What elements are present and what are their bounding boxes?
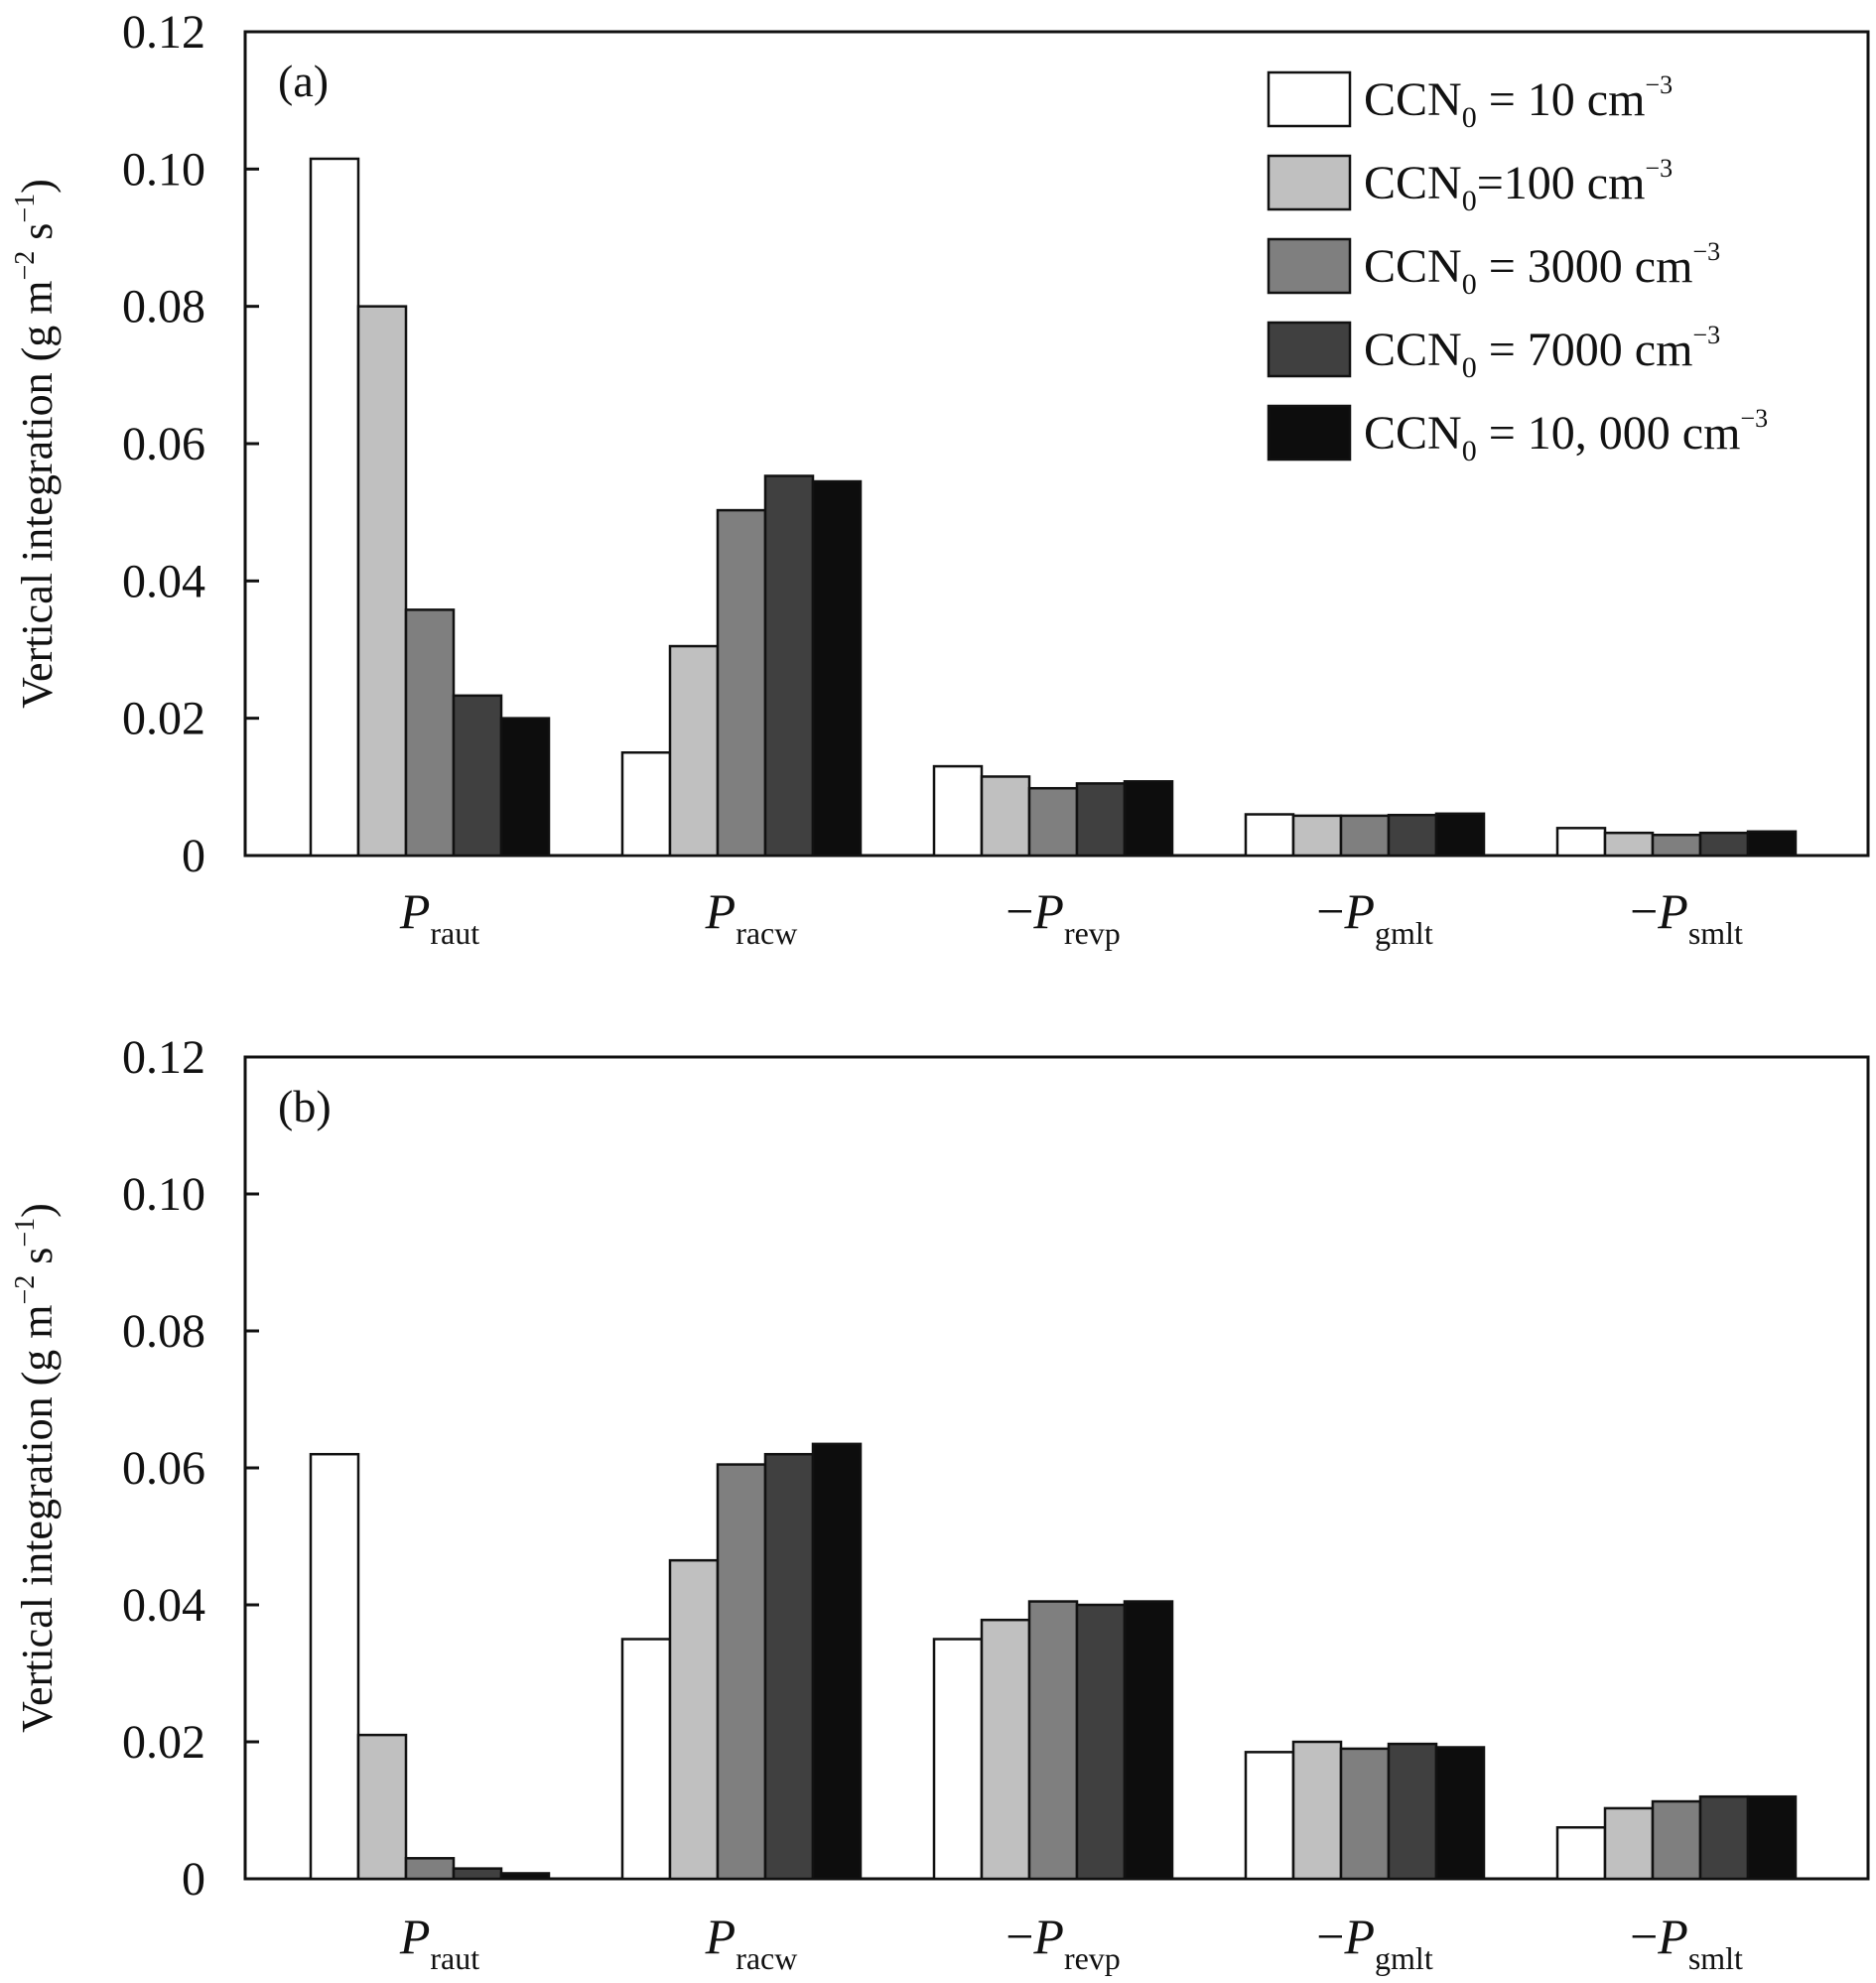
bar-racw-series-0 bbox=[620, 1638, 672, 1881]
bar-racw-series-0 bbox=[620, 751, 672, 858]
bar-smlt-series-0 bbox=[1555, 827, 1607, 858]
bar-smlt-series-3 bbox=[1698, 831, 1750, 858]
bar-raut-series-1 bbox=[356, 1733, 408, 1881]
bar-racw-series-1 bbox=[668, 644, 720, 858]
y-tick-label: 0.08 bbox=[122, 1305, 205, 1358]
bar-smlt-series-1 bbox=[1603, 831, 1655, 858]
legend-label-0: CCN0 = 10 cm−3 bbox=[1364, 70, 1673, 134]
category-label-raut: Praut bbox=[399, 883, 479, 951]
bar-revp-series-2 bbox=[1027, 1600, 1079, 1881]
legend-swatch-2 bbox=[1267, 237, 1352, 295]
bar-raut-series-4 bbox=[499, 717, 551, 858]
bar-racw-series-1 bbox=[668, 1558, 720, 1881]
y-tick-label: 0.08 bbox=[122, 281, 205, 333]
panel-a: 0 0.02 0.04 0.06 0.08 0.10 0.12 Vertical integr… bbox=[10, 6, 1870, 951]
bar-revp-series-3 bbox=[1075, 1603, 1127, 1881]
bar-raut-series-2 bbox=[404, 1857, 456, 1881]
bar-gmlt-series-4 bbox=[1434, 812, 1486, 858]
bar-racw-series-4 bbox=[811, 1442, 863, 1881]
y-tick-label: 0.06 bbox=[122, 418, 205, 470]
bar-smlt-series-4 bbox=[1746, 830, 1798, 858]
legend-label-2: CCN0 = 3000 cm−3 bbox=[1364, 237, 1720, 301]
legend-swatch-3 bbox=[1267, 321, 1352, 378]
bar-raut-series-0 bbox=[309, 157, 360, 858]
bar-gmlt-series-2 bbox=[1339, 814, 1391, 858]
y-tick-label: 0.04 bbox=[122, 1579, 205, 1632]
y-tick-label: 0.06 bbox=[122, 1442, 205, 1495]
legend-label-3: CCN0 = 7000 cm−3 bbox=[1364, 321, 1720, 384]
bar-gmlt-series-4 bbox=[1434, 1746, 1486, 1881]
bar-gmlt-series-2 bbox=[1339, 1747, 1391, 1881]
category-label-raut: Praut bbox=[399, 1909, 479, 1976]
category-label-racw: Pracw bbox=[705, 1909, 798, 1976]
legend-swatch-0 bbox=[1267, 70, 1352, 128]
bar-gmlt-series-0 bbox=[1244, 1751, 1295, 1881]
bar-gmlt-series-3 bbox=[1387, 1742, 1438, 1881]
bar-revp-series-4 bbox=[1123, 1600, 1174, 1881]
legend-label-1: CCN0=100 cm−3 bbox=[1364, 154, 1673, 217]
bar-racw-series-3 bbox=[763, 474, 815, 858]
bar-revp-series-3 bbox=[1075, 782, 1127, 858]
bar-racw-series-2 bbox=[716, 1463, 767, 1881]
bar-smlt-series-4 bbox=[1746, 1794, 1798, 1881]
y-tick-label: 0.12 bbox=[122, 6, 205, 59]
y-axis-label: Vertical integration (g m−2 s−1) bbox=[10, 1203, 62, 1733]
y-tick-label: 0.10 bbox=[122, 1168, 205, 1221]
legend-swatch-1 bbox=[1267, 154, 1352, 211]
bar-revp-series-1 bbox=[980, 1618, 1031, 1881]
bar-racw-series-4 bbox=[811, 479, 863, 858]
panel-label: (b) bbox=[278, 1081, 332, 1131]
y-tick-label: 0.12 bbox=[122, 1031, 205, 1084]
bar-raut-series-0 bbox=[309, 1452, 360, 1881]
panel-b: 0 0.02 0.04 0.06 0.08 0.10 0.12 Vertical integr… bbox=[10, 1031, 1870, 1976]
bar-smlt-series-2 bbox=[1651, 1799, 1702, 1881]
bar-smlt-series-3 bbox=[1698, 1794, 1750, 1881]
category-label-smlt: −Psmlt bbox=[1630, 883, 1743, 951]
bar-raut-series-4 bbox=[499, 1872, 551, 1881]
category-label-gmlt: −Pgmlt bbox=[1316, 1909, 1433, 1976]
bar-smlt-series-2 bbox=[1651, 834, 1702, 858]
y-tick-label: 0.10 bbox=[122, 143, 205, 196]
bar-smlt-series-0 bbox=[1555, 1826, 1607, 1881]
bar-raut-series-3 bbox=[452, 1867, 503, 1881]
y-tick-label: 0.04 bbox=[122, 555, 205, 607]
bar-racw-series-3 bbox=[763, 1452, 815, 1881]
bar-revp-series-0 bbox=[932, 764, 984, 858]
y-tick-label: 0 bbox=[182, 1853, 205, 1906]
bar-revp-series-0 bbox=[932, 1638, 984, 1881]
category-label-revp: −Prevp bbox=[1005, 1909, 1121, 1976]
category-label-smlt: −Psmlt bbox=[1630, 1909, 1743, 1976]
bar-raut-series-2 bbox=[404, 608, 456, 858]
bar-gmlt-series-3 bbox=[1387, 813, 1438, 858]
y-axis-label: Vertical integration (g m−2 s−1) bbox=[10, 179, 62, 709]
bar-smlt-series-1 bbox=[1603, 1806, 1655, 1881]
legend-swatch-4 bbox=[1267, 404, 1352, 462]
bar-revp-series-4 bbox=[1123, 780, 1174, 858]
bar-gmlt-series-0 bbox=[1244, 813, 1295, 858]
category-label-racw: Pracw bbox=[705, 883, 798, 951]
y-tick-label: 0.02 bbox=[122, 693, 205, 745]
bar-revp-series-1 bbox=[980, 775, 1031, 858]
bar-raut-series-3 bbox=[452, 694, 503, 858]
category-label-revp: −Prevp bbox=[1005, 883, 1121, 951]
bar-revp-series-2 bbox=[1027, 786, 1079, 858]
legend-label-4: CCN0 = 10, 000 cm−3 bbox=[1364, 404, 1768, 467]
y-tick-label: 0.02 bbox=[122, 1716, 205, 1769]
bar-raut-series-1 bbox=[356, 305, 408, 858]
bar-racw-series-2 bbox=[716, 508, 767, 858]
category-label-gmlt: −Pgmlt bbox=[1316, 883, 1433, 951]
bar-gmlt-series-1 bbox=[1291, 814, 1343, 858]
y-tick-label: 0 bbox=[182, 830, 205, 882]
bar-gmlt-series-1 bbox=[1291, 1740, 1343, 1881]
panel-label: (a) bbox=[278, 56, 329, 106]
